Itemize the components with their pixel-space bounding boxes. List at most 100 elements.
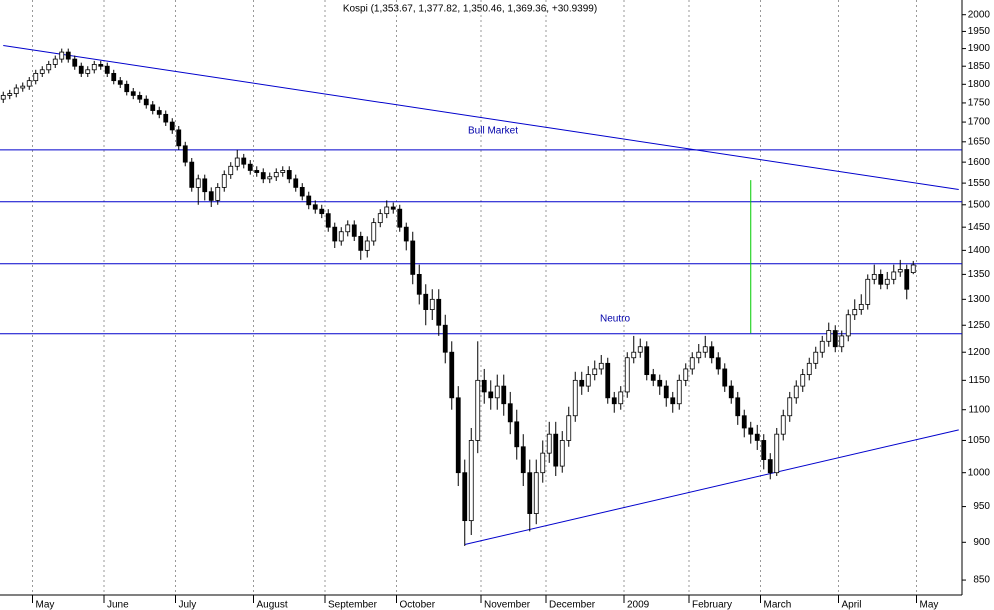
candle-body [488, 391, 494, 399]
candle-body [124, 83, 130, 93]
candle-body [33, 72, 39, 82]
candle-body [364, 240, 370, 251]
candle-body [858, 304, 864, 310]
candle-body [293, 178, 299, 188]
candle-body [241, 157, 247, 165]
trend-line [3, 44, 959, 191]
candle-body [910, 264, 916, 274]
candle-body [761, 440, 767, 460]
y-tick-label: 950 [973, 501, 990, 512]
x-tick-label: November [484, 600, 531, 610]
candle-body [39, 69, 45, 74]
candle-body [182, 145, 188, 163]
candle-body [72, 58, 78, 67]
candle-body [273, 172, 279, 178]
candle-body [494, 385, 500, 399]
x-tick-label: June [107, 600, 129, 610]
candle-body [800, 374, 806, 387]
candle-body [371, 222, 377, 242]
candle-body [897, 269, 903, 273]
y-tick-label: 900 [973, 537, 990, 548]
candle-body [52, 58, 58, 65]
candle-body [306, 195, 312, 206]
x-tick-label: December [549, 600, 596, 610]
y-tick-label: 1700 [968, 117, 991, 128]
x-tick-label: September [328, 600, 378, 610]
candle-body [618, 391, 624, 405]
y-tick-label: 1750 [968, 98, 991, 109]
candle-body [592, 368, 598, 376]
candle-body [91, 64, 97, 71]
candle-body [566, 415, 572, 441]
candle-body [221, 174, 227, 188]
candle-body [637, 346, 643, 353]
candle-body [605, 362, 611, 399]
candle-body [793, 385, 799, 399]
candle-body [59, 51, 65, 60]
candle-body [514, 421, 520, 448]
x-tick-label: April [842, 600, 862, 610]
candle-body [202, 178, 208, 193]
candle-body [663, 385, 669, 399]
candle-body [540, 452, 546, 474]
x-tick-label: August [257, 600, 288, 610]
candle-body [410, 240, 416, 275]
chart-title: Kospi (1,353.67, 1,377.82, 1,350.46, 1,3… [343, 4, 597, 15]
candle-body [845, 314, 851, 337]
y-tick-label: 1300 [968, 294, 991, 305]
candle-body [585, 374, 591, 387]
annotation: Neutro [600, 314, 630, 325]
y-tick-label: 1850 [968, 61, 991, 72]
y-tick-label: 1250 [968, 320, 991, 331]
candle-body [403, 226, 409, 242]
candle-body [280, 170, 286, 173]
candle-body [878, 273, 884, 285]
y-tick-label: 1150 [968, 375, 990, 386]
candle-body [46, 64, 52, 71]
trend-line [464, 429, 959, 545]
candle-body [501, 385, 507, 405]
candle-body [286, 170, 292, 180]
candle-body [111, 72, 117, 82]
candle-body [228, 165, 234, 176]
annotation: Bull Market [468, 126, 518, 137]
y-tick-label: 1000 [968, 467, 991, 478]
x-tick-label: 2009 [627, 600, 650, 610]
candle-body [384, 206, 390, 215]
candle-body [546, 433, 552, 454]
candle-body [884, 278, 890, 285]
y-tick-label: 1950 [968, 26, 991, 37]
candle-body [527, 472, 533, 514]
candle-body [7, 93, 13, 96]
candle-body [13, 87, 19, 94]
candle-body [104, 65, 110, 74]
candle-body [137, 95, 143, 100]
candle-body [234, 157, 240, 167]
candle-body [533, 472, 539, 514]
candle-body [65, 51, 71, 60]
candle-body [468, 440, 474, 522]
candle-body [429, 298, 435, 310]
x-tick-label: May [920, 600, 939, 610]
candle-body [676, 379, 682, 405]
candle-body [813, 351, 819, 364]
candle-body [247, 163, 253, 171]
candle-body [312, 204, 318, 210]
candle-body [455, 397, 461, 474]
y-tick-label: 1400 [968, 245, 991, 256]
candle-body [0, 95, 6, 100]
candle-body [117, 80, 123, 85]
candle-body [150, 104, 156, 111]
x-tick-label: October [400, 600, 436, 610]
candle-body [826, 330, 832, 342]
candle-body [345, 224, 351, 233]
candle-body [819, 340, 825, 353]
y-tick-label: 1350 [968, 269, 991, 280]
candle-body [689, 357, 695, 370]
candle-body [20, 85, 26, 89]
candle-body [189, 161, 195, 188]
candle-body [462, 472, 468, 522]
